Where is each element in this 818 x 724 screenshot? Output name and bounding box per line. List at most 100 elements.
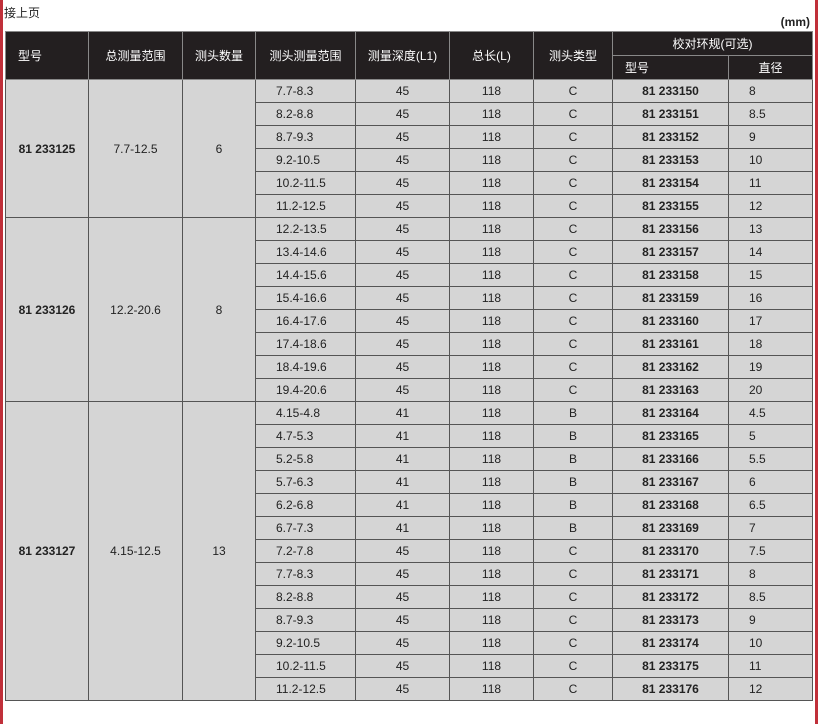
cell-ring-diameter: 10: [728, 631, 813, 655]
cell-ring-diameter: 8: [728, 562, 813, 586]
cell-ring-diameter: 18: [728, 332, 813, 356]
cell-ring-model: 81 233169: [612, 516, 729, 540]
cell-head-type: B: [533, 470, 613, 494]
cell-head-type: C: [533, 263, 613, 287]
cell-head-type: C: [533, 378, 613, 402]
cell-ring-model: 81 233176: [612, 677, 729, 701]
header-ring: 校对环规(可选): [612, 31, 813, 56]
cell-ring-diameter: 7.5: [728, 539, 813, 563]
cell-head-range: 15.4-16.6: [255, 286, 356, 310]
cell-depth: 45: [355, 654, 450, 678]
cell-head-range: 14.4-15.6: [255, 263, 356, 287]
cell-ring-model: 81 233155: [612, 194, 729, 218]
cell-ring-model: 81 233173: [612, 608, 729, 632]
cell-depth: 45: [355, 171, 450, 195]
header-model: 型号: [5, 31, 89, 80]
cell-ring-model: 81 233161: [612, 332, 729, 356]
cell-ring-model: 81 233160: [612, 309, 729, 333]
continued-label: 接上页: [4, 6, 41, 20]
cell-ring-diameter: 6.5: [728, 493, 813, 517]
cell-ring-diameter: 20: [728, 378, 813, 402]
table-row: 4.7-5.3 41 118 B 81 233165 5: [6, 424, 813, 448]
cell-head-type: C: [533, 194, 613, 218]
cell-depth: 45: [355, 263, 450, 287]
cell-head-range: 5.7-6.3: [255, 470, 356, 494]
cell-ring-diameter: 5.5: [728, 447, 813, 471]
cell-depth: 45: [355, 240, 450, 264]
cell-ring-model: 81 233175: [612, 654, 729, 678]
header-head-type: 测头类型: [533, 31, 613, 80]
left-border: [0, 0, 3, 724]
cell-head-type: C: [533, 631, 613, 655]
table-row: 19.4-20.6 45 118 C 81 233163 20: [6, 378, 813, 402]
cell-depth: 45: [355, 539, 450, 563]
cell-head-type: C: [533, 355, 613, 379]
table-row: 10.2-11.5 45 118 C 81 233154 11: [6, 171, 813, 195]
cell-head-type: C: [533, 217, 613, 241]
cell-length: 118: [449, 263, 534, 287]
table-row: 81 233125 7.7-12.5 6 7.7-8.3 45 118 C 81 233150…: [5, 79, 813, 218]
cell-length: 118: [449, 194, 534, 218]
cell-depth: 45: [355, 309, 450, 333]
cell-length: 118: [449, 332, 534, 356]
cell-head-type: C: [533, 654, 613, 678]
cell-ring-diameter: 12: [728, 194, 813, 218]
cell-head-type: C: [533, 125, 613, 149]
cell-head-type: C: [533, 585, 613, 609]
cell-length: 118: [449, 654, 534, 678]
cell-depth: 45: [355, 631, 450, 655]
table-row: 9.2-10.5 45 118 C 81 233153 10: [6, 148, 813, 172]
cell-length: 118: [449, 401, 534, 425]
cell-length: 118: [449, 677, 534, 701]
cell-head-type: B: [533, 516, 613, 540]
cell-length: 118: [449, 608, 534, 632]
cell-head-type: C: [533, 286, 613, 310]
table-row: 10.2-11.5 45 118 C 81 233175 11: [6, 654, 813, 678]
cell-length: 118: [449, 539, 534, 563]
cell-depth: 41: [355, 516, 450, 540]
cell-head-range: 4.15-4.8: [255, 401, 356, 425]
cell-ring-diameter: 7: [728, 516, 813, 540]
cell-ring-model: 81 233164: [612, 401, 729, 425]
cell-ring-model: 81 233158: [612, 263, 729, 287]
cell-ring-model: 81 233156: [612, 217, 729, 241]
cell-total-range: 4.15-12.5: [88, 401, 183, 701]
table-row: 6.7-7.3 41 118 B 81 233169 7: [6, 516, 813, 540]
cell-depth: 45: [355, 79, 450, 103]
cell-ring-model: 81 233166: [612, 447, 729, 471]
cell-head-range: 9.2-10.5: [255, 631, 356, 655]
cell-ring-diameter: 16: [728, 286, 813, 310]
cell-ring-diameter: 9: [728, 608, 813, 632]
cell-length: 118: [449, 309, 534, 333]
cell-head-type: B: [533, 424, 613, 448]
cell-depth: 41: [355, 424, 450, 448]
cell-ring-model: 81 233168: [612, 493, 729, 517]
cell-head-type: C: [533, 240, 613, 264]
cell-depth: 41: [355, 401, 450, 425]
cell-ring-diameter: 8: [728, 79, 813, 103]
table-row: 8.2-8.8 45 118 C 81 233172 8.5: [6, 585, 813, 609]
cell-length: 118: [449, 470, 534, 494]
cell-depth: 45: [355, 378, 450, 402]
cell-head-range: 11.2-12.5: [255, 677, 356, 701]
cell-ring-diameter: 13: [728, 217, 813, 241]
table-row: 5.7-6.3 41 118 B 81 233167 6: [6, 470, 813, 494]
cell-length: 118: [449, 631, 534, 655]
cell-head-range: 8.2-8.8: [255, 102, 356, 126]
cell-length: 118: [449, 171, 534, 195]
cell-head-type: B: [533, 401, 613, 425]
cell-ring-model: 81 233170: [612, 539, 729, 563]
cell-length: 118: [449, 79, 534, 103]
cell-head-type: C: [533, 332, 613, 356]
cell-length: 118: [449, 493, 534, 517]
cell-depth: 41: [355, 493, 450, 517]
cell-depth: 45: [355, 332, 450, 356]
header-length: 总长(L): [449, 31, 534, 80]
cell-ring-model: 81 233154: [612, 171, 729, 195]
cell-ring-model: 81 233167: [612, 470, 729, 494]
cell-head-range: 18.4-19.6: [255, 355, 356, 379]
cell-head-type: C: [533, 171, 613, 195]
cell-ring-diameter: 11: [728, 171, 813, 195]
table-row: 17.4-18.6 45 118 C 81 233161 18: [6, 332, 813, 356]
cell-model: 81 233127: [5, 401, 89, 701]
